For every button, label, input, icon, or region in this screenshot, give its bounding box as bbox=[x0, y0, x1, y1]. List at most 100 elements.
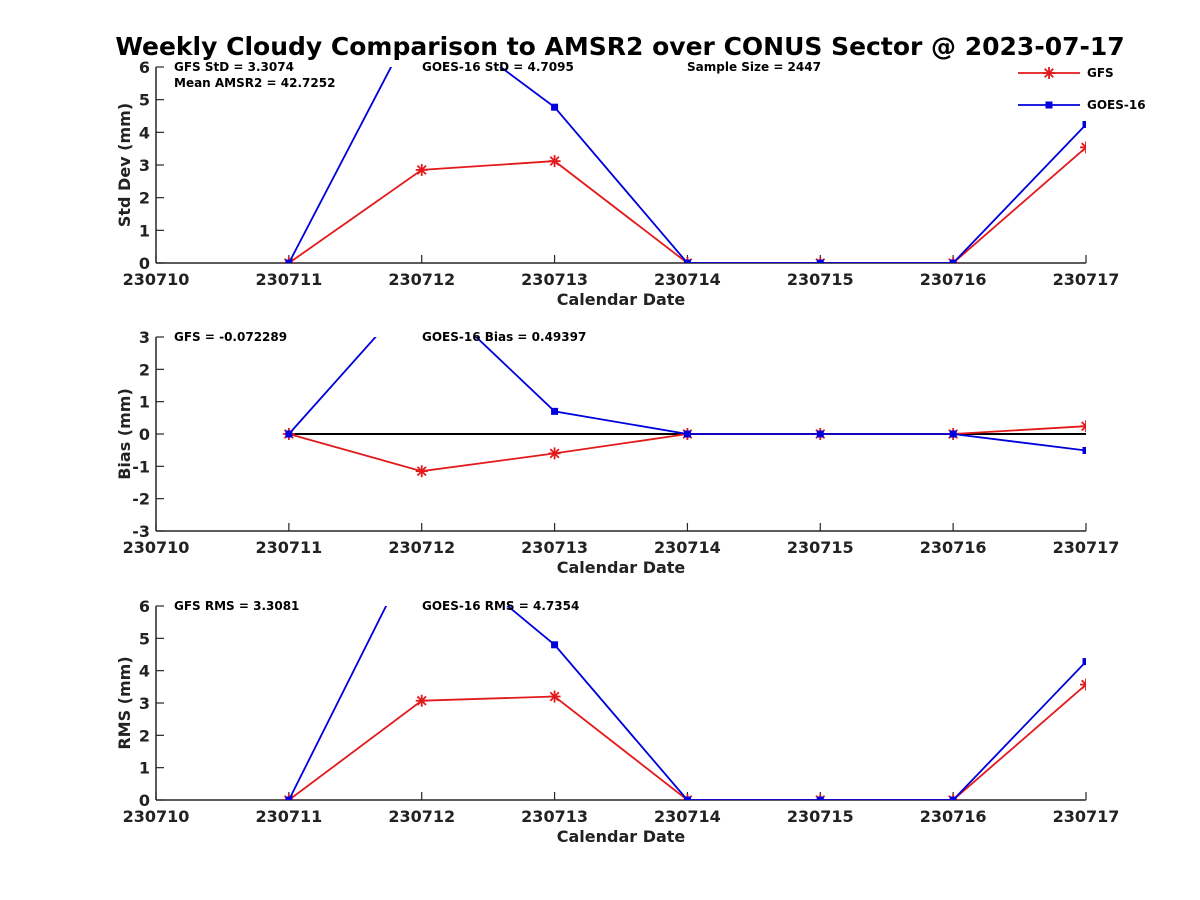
x-tick-label: 230712 bbox=[388, 538, 455, 557]
asterisk-stroke bbox=[1081, 679, 1086, 686]
y-tick-label: 3 bbox=[139, 328, 150, 347]
y-axis-label: Bias (mm) bbox=[115, 388, 134, 480]
y-tick-label: 6 bbox=[139, 597, 150, 616]
y-tick-label: -2 bbox=[132, 490, 150, 509]
chart-title: Weekly Cloudy Comparison to AMSR2 over C… bbox=[115, 32, 1124, 61]
data-point-square bbox=[1082, 446, 1086, 454]
asterisk-stroke bbox=[416, 695, 427, 706]
x-tick-label: 230715 bbox=[787, 807, 854, 826]
x-tick-label: 230717 bbox=[1053, 538, 1120, 557]
y-tick-label: 0 bbox=[139, 791, 150, 810]
data-point-asterisk bbox=[548, 690, 561, 703]
stat-annotation: GFS = -0.072289 bbox=[174, 330, 287, 344]
asterisk-stroke bbox=[549, 691, 560, 702]
y-tick-label: -3 bbox=[132, 522, 150, 541]
plot-area bbox=[282, 337, 1086, 478]
legend-label: GFS bbox=[1087, 66, 1114, 80]
asterisk-stroke bbox=[1081, 146, 1086, 153]
asterisk-stroke bbox=[549, 448, 560, 459]
data-point-square bbox=[285, 796, 293, 800]
y-tick-label: 5 bbox=[139, 629, 150, 648]
plot-area bbox=[282, 606, 1086, 800]
data-point-square bbox=[285, 430, 293, 438]
data-point-square bbox=[949, 796, 957, 800]
stat-annotation: GOES-16 StD = 4.7095 bbox=[422, 60, 574, 74]
asterisk-stroke bbox=[549, 156, 560, 167]
x-tick-label: 230714 bbox=[654, 807, 721, 826]
stat-annotation: GOES-16 Bias = 0.49397 bbox=[422, 330, 586, 344]
x-axis-label: Calendar Date bbox=[557, 290, 686, 309]
y-tick-label: 0 bbox=[139, 254, 150, 273]
x-tick-label: 230713 bbox=[521, 538, 588, 557]
data-point-square bbox=[949, 259, 957, 263]
series-line-gfs bbox=[288, 146, 1086, 263]
data-point-square bbox=[1082, 120, 1086, 128]
data-point-square bbox=[816, 430, 824, 438]
series-line-goes-16 bbox=[288, 606, 1086, 800]
legend-marker-square bbox=[1045, 101, 1053, 109]
data-point-square bbox=[1082, 658, 1086, 666]
data-point-square bbox=[816, 796, 824, 800]
x-tick-label: 230714 bbox=[654, 538, 721, 557]
data-point-square bbox=[949, 430, 957, 438]
data-point-square bbox=[285, 259, 293, 263]
y-tick-label: 2 bbox=[139, 189, 150, 208]
y-tick-label: -1 bbox=[132, 457, 150, 476]
data-point-asterisk bbox=[1080, 420, 1086, 433]
data-point-asterisk bbox=[415, 694, 428, 707]
x-tick-label: 230713 bbox=[521, 807, 588, 826]
legend-marker-asterisk bbox=[1043, 67, 1055, 79]
stat-annotation: Sample Size = 2447 bbox=[687, 60, 821, 74]
data-point-square bbox=[683, 430, 691, 438]
x-axis-label: Calendar Date bbox=[557, 558, 686, 577]
x-tick-label: 230714 bbox=[654, 270, 721, 289]
x-tick-label: 230710 bbox=[123, 807, 190, 826]
asterisk-stroke bbox=[1081, 421, 1086, 428]
asterisk-stroke bbox=[416, 466, 427, 477]
plot-area bbox=[282, 67, 1086, 263]
data-point-asterisk bbox=[1080, 141, 1086, 154]
series-line-goes-16 bbox=[288, 337, 1086, 452]
x-tick-label: 230711 bbox=[255, 270, 322, 289]
y-tick-label: 1 bbox=[139, 221, 150, 240]
asterisk-stroke bbox=[1081, 142, 1086, 149]
x-axis-label: Calendar Date bbox=[557, 827, 686, 846]
panel-1: 0 1 2 3 4 5 6 230710 230711 230712 230713 230714 230… bbox=[115, 58, 1120, 309]
x-tick-label: 230711 bbox=[255, 538, 322, 557]
legend-label: GOES-16 bbox=[1087, 98, 1146, 112]
asterisk-stroke bbox=[1081, 683, 1086, 690]
y-tick-label: 0 bbox=[139, 425, 150, 444]
x-tick-label: 230715 bbox=[787, 270, 854, 289]
x-tick-label: 230713 bbox=[521, 270, 588, 289]
x-tick-label: 230716 bbox=[920, 538, 987, 557]
data-point-asterisk bbox=[415, 163, 428, 176]
y-tick-label: 1 bbox=[139, 759, 150, 778]
y-tick-label: 2 bbox=[139, 360, 150, 379]
y-tick-label: 5 bbox=[139, 91, 150, 110]
y-tick-label: 4 bbox=[139, 123, 150, 142]
stat-annotation: GOES-16 RMS = 4.7354 bbox=[422, 599, 579, 613]
y-tick-label: 6 bbox=[139, 58, 150, 77]
stat-annotation: GFS RMS = 3.3081 bbox=[174, 599, 299, 613]
x-tick-label: 230710 bbox=[123, 538, 190, 557]
data-point-square bbox=[551, 641, 559, 649]
data-point-square bbox=[683, 259, 691, 263]
x-tick-label: 230717 bbox=[1053, 270, 1120, 289]
chart-legend: GFS GOES-16 bbox=[1018, 66, 1146, 112]
y-tick-label: 3 bbox=[139, 694, 150, 713]
data-point-asterisk bbox=[548, 155, 561, 168]
y-tick-label: 2 bbox=[139, 726, 150, 745]
y-tick-label: 3 bbox=[139, 156, 150, 175]
data-point-asterisk bbox=[1080, 678, 1086, 691]
data-point-square bbox=[683, 796, 691, 800]
data-point-square bbox=[816, 259, 824, 263]
legend-entry-gfs: GFS bbox=[1018, 66, 1114, 80]
x-tick-label: 230717 bbox=[1053, 807, 1120, 826]
x-tick-label: 230712 bbox=[388, 270, 455, 289]
data-point-square bbox=[551, 407, 559, 415]
x-tick-label: 230716 bbox=[920, 807, 987, 826]
y-tick-label: 4 bbox=[139, 662, 150, 681]
y-axis-label: RMS (mm) bbox=[115, 656, 134, 749]
